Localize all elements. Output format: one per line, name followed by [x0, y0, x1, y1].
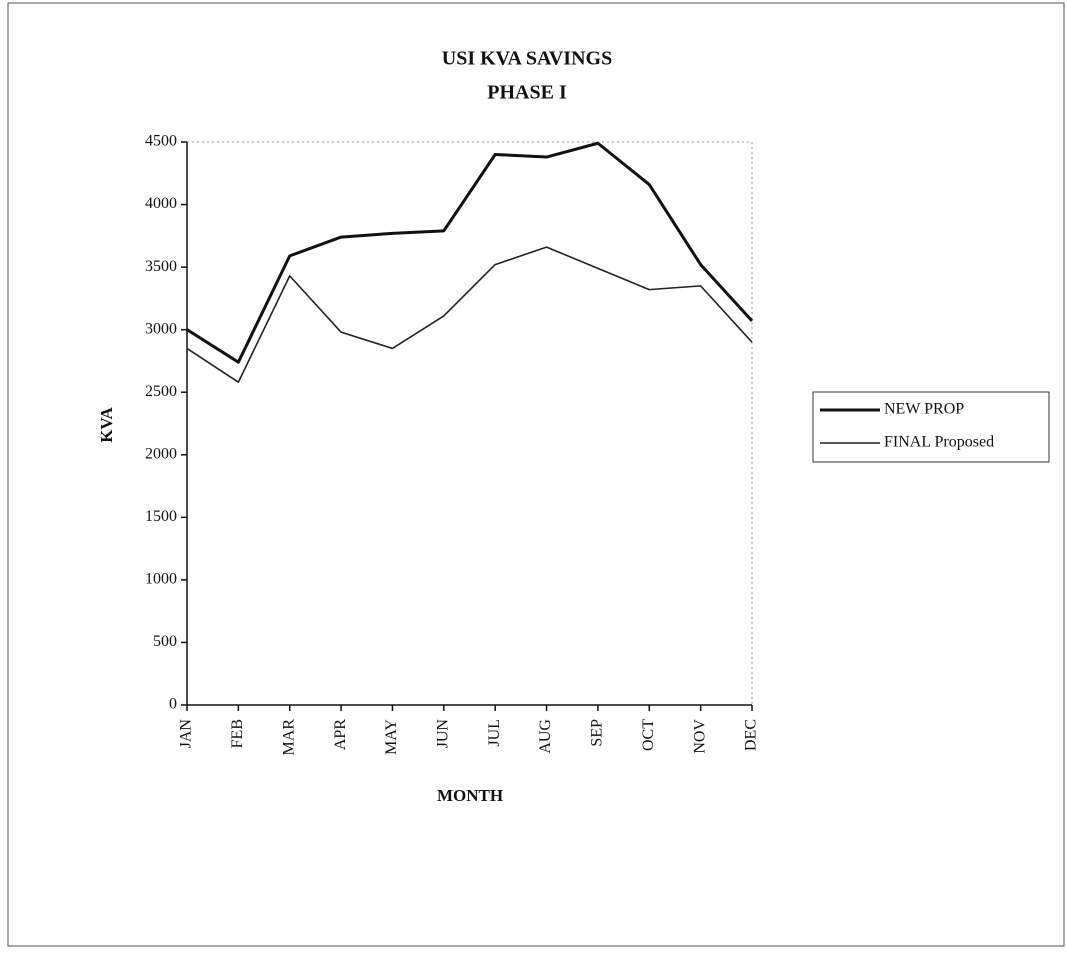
- x-tick-label: AUG: [537, 719, 554, 754]
- y-tick-label: 3000: [145, 320, 177, 337]
- y-axis-title: KVA: [97, 406, 116, 442]
- x-tick-label: SEP: [589, 719, 606, 747]
- y-tick-label: 4000: [145, 195, 177, 212]
- legend-label: NEW PROP: [884, 401, 964, 418]
- y-tick-label: 3500: [145, 258, 177, 275]
- y-tick-label: 2500: [145, 383, 177, 400]
- legend: [812, 391, 1050, 463]
- x-tick-label: MAY: [383, 719, 400, 755]
- series-line: [186, 246, 753, 384]
- x-tick-label: NOV: [691, 719, 708, 754]
- y-tick-label: 500: [153, 633, 177, 650]
- y-tick-label: 2000: [145, 445, 177, 462]
- x-tick-label: DEC: [743, 719, 760, 751]
- chart-title: USI KVA SAVINGS: [442, 48, 612, 70]
- x-axis-title: MONTH: [437, 786, 503, 805]
- x-tick-label: JUN: [434, 719, 451, 749]
- x-tick-label: APR: [332, 719, 349, 750]
- y-tick-label: 1000: [145, 571, 177, 588]
- frame: [7, 2, 1065, 947]
- x-tick-label: OCT: [640, 719, 657, 751]
- x-tick-label: MAR: [280, 719, 297, 756]
- plot-area: [186, 141, 753, 706]
- y-tick-label: 1500: [145, 508, 177, 525]
- y-tick-label: 4500: [145, 133, 177, 150]
- legend-label: FINAL Proposed: [884, 434, 994, 451]
- x-tick-label: JUL: [486, 719, 503, 747]
- y-tick-label: 0: [169, 696, 177, 713]
- x-tick-label: JAN: [178, 719, 195, 749]
- x-tick-label: FEB: [229, 719, 246, 748]
- chart-subtitle: PHASE I: [487, 82, 567, 104]
- series-line: [186, 141, 754, 364]
